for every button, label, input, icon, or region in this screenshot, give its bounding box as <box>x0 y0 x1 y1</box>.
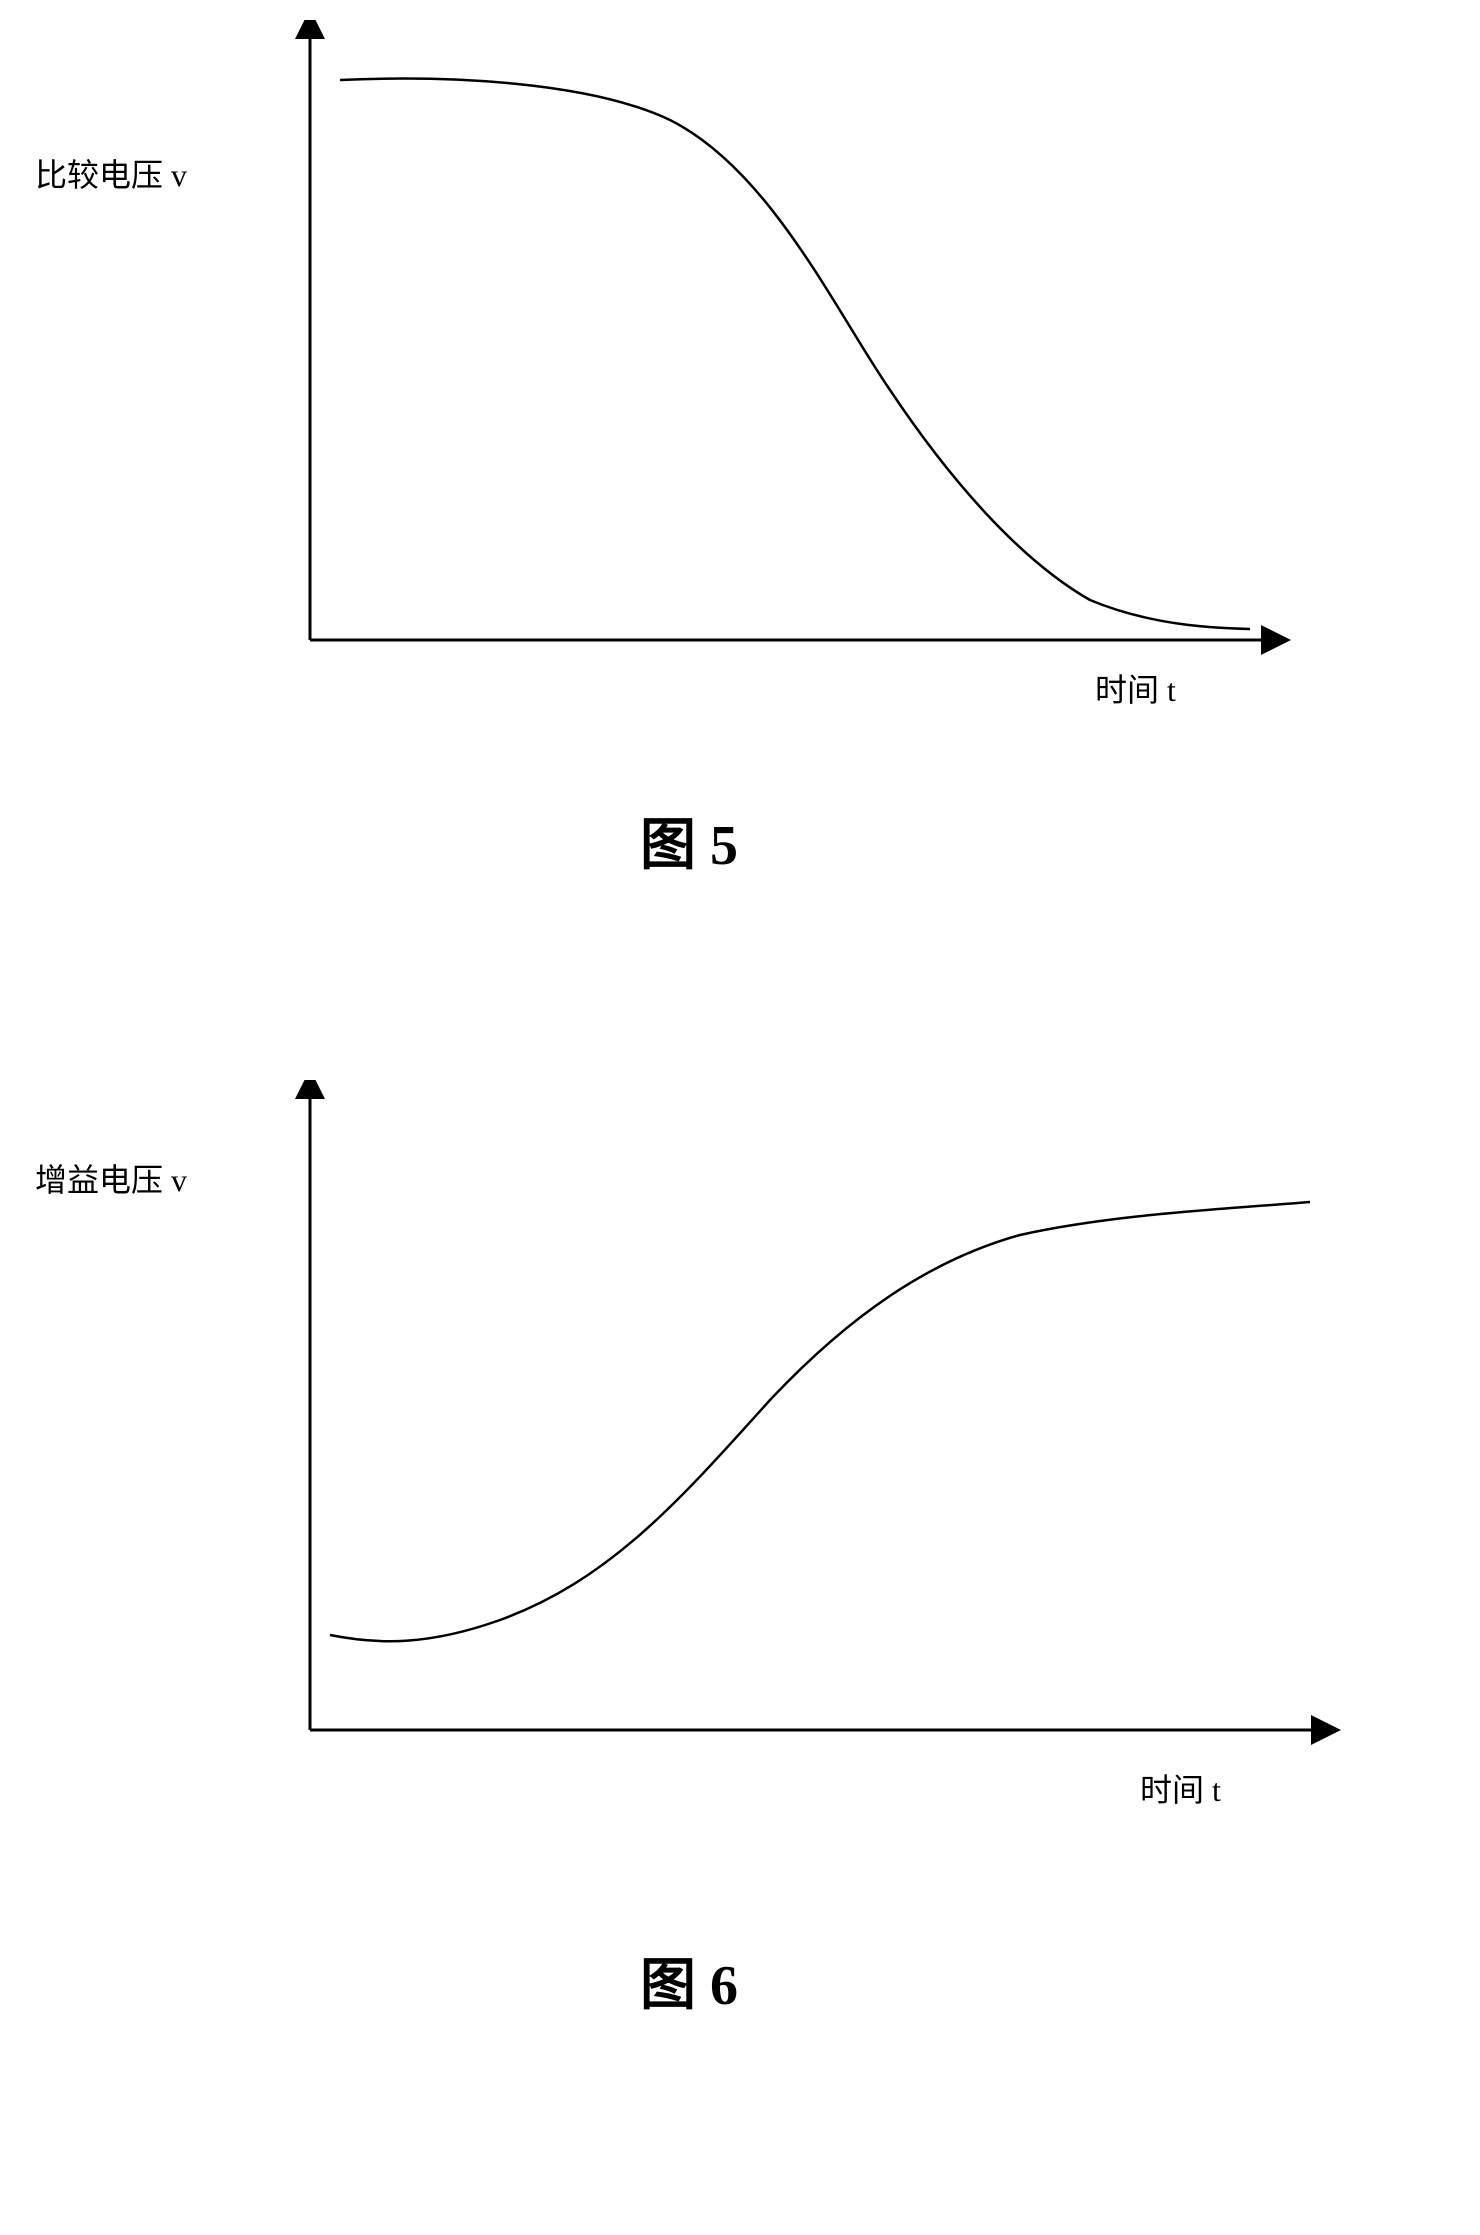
chart6-caption: 图 6 <box>640 1940 738 2021</box>
chart6-container <box>250 1080 1350 1800</box>
chart5-caption: 图 5 <box>640 800 738 881</box>
chart5-svg <box>250 20 1300 720</box>
chart5-x-label: 时间 t <box>1095 665 1176 711</box>
chart6-y-label: 增益电压 v <box>35 1155 187 1201</box>
chart5-container <box>250 20 1300 720</box>
chart5-y-label: 比较电压 v <box>35 150 187 196</box>
chart6-svg <box>250 1080 1350 1800</box>
chart6-x-label: 时间 t <box>1140 1765 1221 1811</box>
